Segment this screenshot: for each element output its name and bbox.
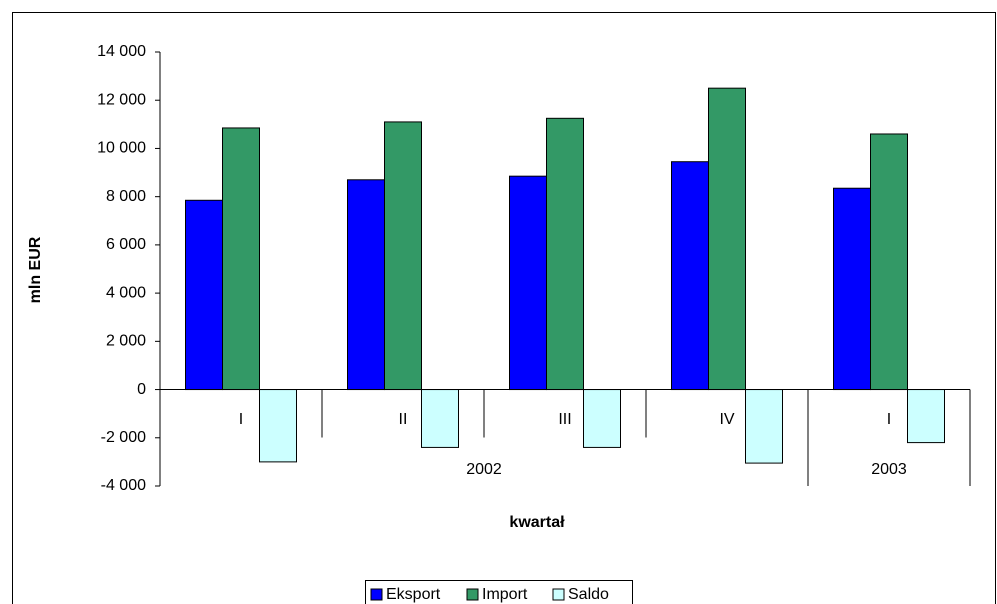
y-tick-label: -2 000 xyxy=(101,429,146,446)
x-axis-title: kwartał xyxy=(509,514,565,531)
y-tick-label: 8 000 xyxy=(106,188,146,205)
y-tick-label: 14 000 xyxy=(97,43,146,60)
y-tick-label: -4 000 xyxy=(101,477,146,494)
legend-label: Saldo xyxy=(568,586,609,603)
bar xyxy=(833,187,871,391)
bar xyxy=(907,389,945,444)
bar xyxy=(222,127,260,391)
legend-swatch xyxy=(552,588,565,601)
bar xyxy=(384,121,422,391)
legend-label: Import xyxy=(482,586,528,603)
y-tick-label: 2 000 xyxy=(106,333,146,350)
y-tick-label: 10 000 xyxy=(97,140,146,157)
bar xyxy=(708,87,746,391)
y-tick-label: 12 000 xyxy=(97,91,146,108)
bar xyxy=(870,133,908,391)
y-tick-label: 6 000 xyxy=(106,236,146,253)
y-tick-label: 4 000 xyxy=(106,284,146,301)
x-group-label: 2003 xyxy=(871,461,907,478)
bar xyxy=(671,161,709,391)
bar xyxy=(421,389,459,448)
bar xyxy=(509,175,547,391)
bar xyxy=(583,389,621,448)
legend-swatch xyxy=(466,588,479,601)
x-tick-label: II xyxy=(399,411,408,428)
x-tick-label: III xyxy=(558,411,571,428)
x-tick-label: IV xyxy=(719,411,734,428)
y-tick-label: 0 xyxy=(137,381,146,398)
x-tick-label: I xyxy=(239,411,243,428)
y-axis-title: mln EUR xyxy=(27,236,44,303)
x-group-label: 2002 xyxy=(466,461,502,478)
x-tick-label: I xyxy=(887,411,891,428)
bar xyxy=(259,389,297,463)
bar xyxy=(546,117,584,391)
bar xyxy=(185,199,223,391)
legend-frame xyxy=(365,580,633,604)
legend-label: Eksport xyxy=(386,586,441,603)
chart-frame xyxy=(12,12,996,604)
bar xyxy=(745,389,783,464)
legend-swatch xyxy=(370,588,383,601)
bar xyxy=(347,179,385,391)
